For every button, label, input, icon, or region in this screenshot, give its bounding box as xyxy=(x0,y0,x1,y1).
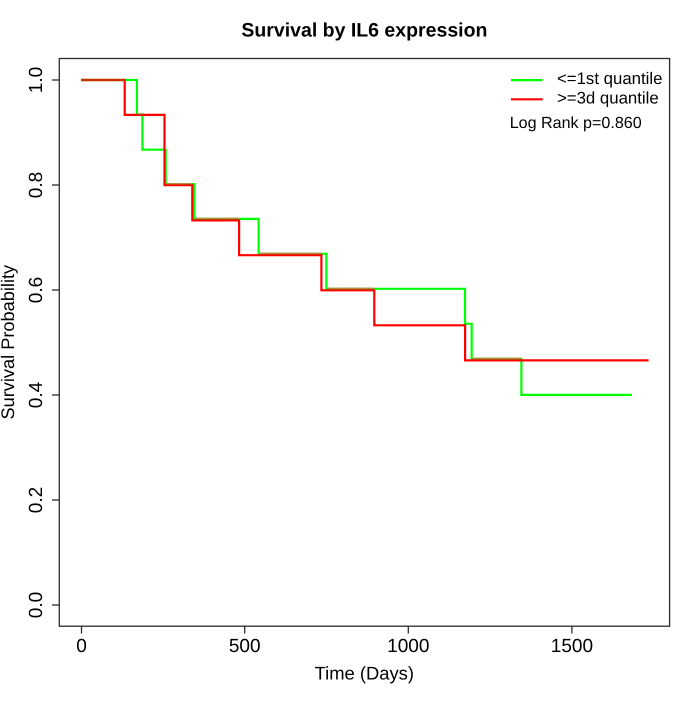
svg-text:>=3d quantile: >=3d quantile xyxy=(557,89,659,108)
svg-text:Survival Probability: Survival Probability xyxy=(0,264,18,420)
svg-text:<=1st quantile: <=1st quantile xyxy=(557,69,662,88)
svg-text:1500: 1500 xyxy=(551,636,593,657)
svg-text:1000: 1000 xyxy=(387,636,429,657)
svg-text:0.6: 0.6 xyxy=(26,277,47,303)
svg-text:Log Rank p=0.860: Log Rank p=0.860 xyxy=(510,114,642,132)
svg-text:Survival by IL6 expression: Survival by IL6 expression xyxy=(241,20,487,42)
svg-text:Time (Days): Time (Days) xyxy=(315,663,414,684)
svg-text:1.0: 1.0 xyxy=(26,67,47,93)
svg-text:0: 0 xyxy=(76,636,87,657)
svg-text:500: 500 xyxy=(229,636,261,657)
svg-text:0.4: 0.4 xyxy=(26,381,47,408)
svg-text:0.8: 0.8 xyxy=(26,172,47,198)
svg-text:0.2: 0.2 xyxy=(26,487,47,513)
svg-text:0.0: 0.0 xyxy=(26,592,47,618)
